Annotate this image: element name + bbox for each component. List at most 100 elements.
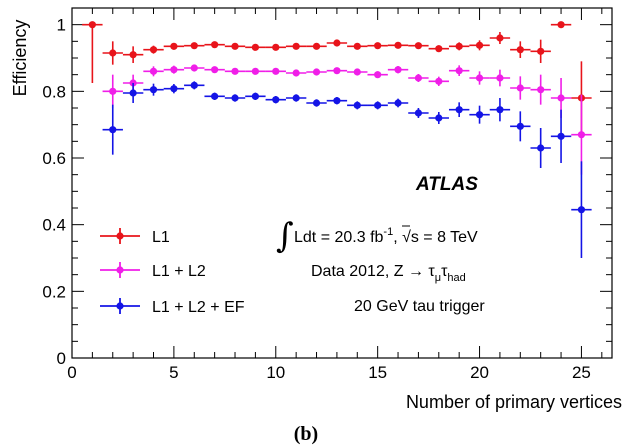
plot-frame <box>71 7 613 359</box>
data-point <box>435 114 443 122</box>
data-point <box>537 144 545 152</box>
data-point <box>170 66 178 74</box>
data-point <box>374 71 382 79</box>
data-point <box>170 85 178 93</box>
x-tick-label: 25 <box>572 363 591 382</box>
data-point <box>211 92 219 100</box>
data-point <box>292 94 300 102</box>
y-tick-label: 0.6 <box>42 149 66 168</box>
data-point <box>353 101 361 109</box>
legend-marker <box>116 266 124 274</box>
data-point <box>374 42 382 50</box>
atlas-label: ATLAS <box>415 174 478 195</box>
data-point <box>333 97 341 105</box>
data-point <box>251 92 259 100</box>
trigger-note: 20 GeV tau trigger <box>354 298 485 315</box>
data-point <box>394 99 402 107</box>
data-point <box>353 42 361 50</box>
series-1 <box>82 21 592 132</box>
x-tick-label: 15 <box>368 363 387 382</box>
data-point <box>109 87 117 95</box>
data-point <box>231 42 239 50</box>
legend: L1 L1 + L2 L1 + L2 + EF <box>100 228 245 316</box>
y-tick-label: 1 <box>57 16 66 35</box>
data-point <box>374 101 382 109</box>
data-point <box>211 66 219 74</box>
data-point <box>149 46 158 54</box>
data-point <box>414 42 423 50</box>
data-point <box>170 42 178 50</box>
legend-marker <box>116 302 124 310</box>
x-tick-label: 5 <box>169 363 178 382</box>
data-point <box>475 111 484 119</box>
data-point <box>496 34 504 42</box>
y-axis-title: Efficiency <box>10 20 30 97</box>
data-point <box>231 67 239 75</box>
data-point <box>149 86 158 94</box>
data-point <box>455 67 463 75</box>
y-tick-label: 0.8 <box>42 82 66 101</box>
data-point <box>129 51 137 59</box>
data-point <box>211 41 219 49</box>
data-point <box>149 67 158 75</box>
y-tick-label: 0.4 <box>42 216 66 235</box>
data-point <box>88 21 96 29</box>
data-point <box>292 42 300 50</box>
data-point <box>312 68 321 76</box>
data-point <box>109 49 117 57</box>
series-2 <box>102 64 592 175</box>
data-point <box>394 66 402 74</box>
data-point <box>333 39 341 47</box>
legend-label: L1 <box>152 229 170 246</box>
y-tick-label: 0 <box>57 349 66 368</box>
data-point <box>333 67 341 75</box>
data-point <box>190 81 198 89</box>
integral-symbol: ∫ <box>276 216 294 256</box>
data-note: Data 2012, Z → τμτhad <box>311 263 466 284</box>
data-point <box>129 89 137 97</box>
x-axis-title: Number of primary vertices <box>406 392 622 412</box>
x-tick-label: 20 <box>470 363 489 382</box>
data-point <box>414 109 423 117</box>
data-point <box>435 77 443 85</box>
data-point <box>231 94 239 102</box>
data-point <box>394 41 402 49</box>
data-point <box>292 69 300 77</box>
legend-label: L1 + L2 <box>152 263 206 280</box>
axes <box>71 7 613 359</box>
data-point <box>272 43 280 51</box>
data-point <box>537 86 545 94</box>
data-point <box>577 206 586 214</box>
data-point <box>455 106 463 114</box>
data-point <box>516 84 524 92</box>
panel-label: (b) <box>294 423 318 445</box>
data-point <box>353 68 361 76</box>
y-tick-label: 0.2 <box>42 282 66 301</box>
data-point <box>557 94 565 102</box>
data-point <box>557 21 565 29</box>
data-marks <box>82 21 592 258</box>
data-point <box>475 74 484 82</box>
data-point <box>557 132 565 140</box>
data-point <box>577 131 586 139</box>
data-point <box>272 67 280 75</box>
data-point <box>496 74 504 82</box>
data-point <box>190 64 198 72</box>
series-3 <box>102 81 592 258</box>
data-point <box>455 42 463 50</box>
data-point <box>414 74 423 82</box>
data-point <box>109 126 117 134</box>
legend-label: L1 + L2 + EF <box>152 299 245 316</box>
luminosity-note: Ldt = 20.3 fb-1, √s = 8 TeV <box>294 226 478 246</box>
data-point <box>272 96 280 104</box>
data-point <box>516 46 524 54</box>
data-point <box>496 106 504 114</box>
data-point <box>251 67 259 75</box>
legend-marker <box>116 232 124 240</box>
x-tick-label: 10 <box>266 363 285 382</box>
data-point <box>190 42 198 50</box>
data-point <box>475 41 484 49</box>
axis-ticks: 0 5 10 15 20 25 0 0.2 0.4 0.6 0.8 1 <box>42 8 612 382</box>
data-point <box>312 42 321 50</box>
